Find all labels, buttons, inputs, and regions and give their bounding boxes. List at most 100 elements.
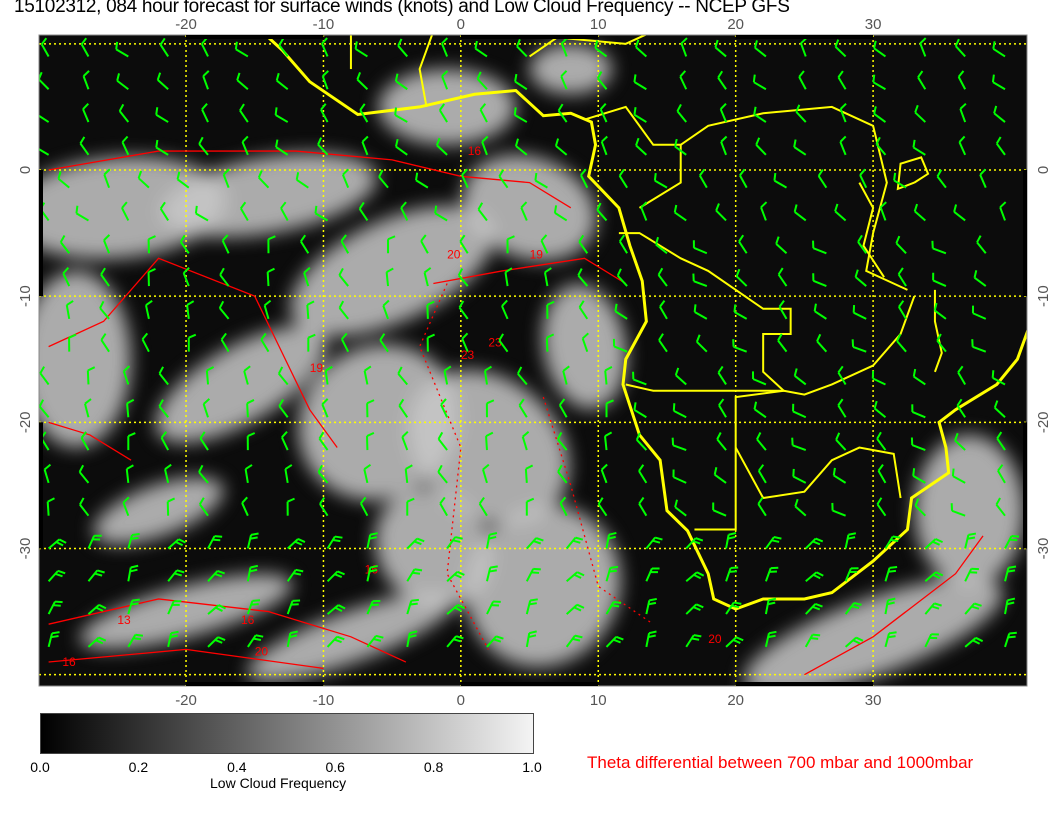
barb-flag <box>55 541 64 547</box>
barb-flag <box>529 602 537 606</box>
wind-barb <box>725 636 744 648</box>
wind-barb <box>558 398 568 418</box>
contour-label: 23 <box>461 348 475 362</box>
wind-barb <box>394 73 408 91</box>
barb-flag <box>959 102 967 110</box>
wind-barb <box>753 106 767 123</box>
barb-staff <box>57 177 70 189</box>
barb-flag <box>155 107 159 115</box>
barb-flag <box>931 605 940 610</box>
barb-staff <box>914 505 927 517</box>
wind-barb <box>876 497 887 517</box>
barb-staff <box>100 339 110 353</box>
barb-staff <box>498 175 509 189</box>
barb-flag <box>303 266 311 274</box>
barb-flag <box>294 540 303 546</box>
wind-barb <box>378 169 389 189</box>
wind-barb <box>924 571 944 583</box>
barb-flag <box>1007 597 1016 602</box>
barb-flag <box>753 401 758 410</box>
wind-barb <box>498 169 509 189</box>
barb-flag <box>488 535 497 540</box>
wind-barb <box>158 366 169 386</box>
barb-flag <box>574 634 583 639</box>
barb-flag <box>148 235 156 241</box>
barb-staff <box>219 274 230 287</box>
wind-barb <box>805 537 824 550</box>
wind-barb <box>732 339 748 353</box>
barb-staff <box>167 538 180 550</box>
barb-staff <box>521 436 528 451</box>
barb-staff <box>80 43 90 57</box>
barb-flag <box>461 332 469 340</box>
barb-flag <box>222 168 230 176</box>
barb-flag <box>28 236 35 239</box>
barb-flag <box>29 269 36 272</box>
barb-staff <box>852 345 867 353</box>
barb-flag <box>284 464 293 470</box>
barb-staff <box>340 338 350 353</box>
barb-flag <box>795 104 801 113</box>
barb-flag <box>757 464 765 472</box>
barb-flag <box>126 398 135 405</box>
wind-barb <box>485 399 495 418</box>
wind-barb <box>971 339 987 353</box>
barb-staff <box>672 444 687 452</box>
wind-barb <box>280 431 289 451</box>
barb-flag <box>888 569 897 573</box>
barb-flag <box>719 102 727 110</box>
barb-staff <box>604 370 608 385</box>
barb-flag <box>59 235 66 243</box>
barb-flag <box>420 234 427 242</box>
barb-staff <box>879 206 887 221</box>
barb-staff <box>406 537 418 550</box>
barb-flag <box>130 564 139 569</box>
barb-staff <box>565 536 577 550</box>
barb-staff <box>872 81 886 91</box>
barb-staff <box>951 509 966 517</box>
wind-barb <box>912 139 926 156</box>
barb-staff <box>441 75 449 90</box>
barb-flag <box>912 468 916 476</box>
barb-staff <box>420 240 429 254</box>
barb-flag <box>175 540 183 547</box>
barb-flag <box>893 172 897 181</box>
barb-flag <box>812 573 821 580</box>
wind-barb <box>164 463 172 484</box>
barb-staff <box>999 206 1006 221</box>
wind-barb <box>526 537 544 550</box>
barb-staff <box>994 406 1006 419</box>
wind-barb <box>382 299 390 320</box>
barb-flag <box>877 464 884 472</box>
barb-flag <box>674 138 678 147</box>
wind-barb <box>477 202 488 222</box>
barb-flag <box>731 604 740 609</box>
wind-barb <box>835 432 847 451</box>
wind-barb <box>167 630 179 648</box>
barb-staff <box>764 633 770 648</box>
barb-flag <box>530 598 538 602</box>
wind-barb <box>303 266 311 287</box>
wind-barb <box>954 38 966 58</box>
wind-barb <box>877 464 887 484</box>
barb-flag <box>847 536 856 540</box>
barb-flag <box>514 138 519 147</box>
barb-flag <box>691 637 700 641</box>
barb-flag <box>334 638 342 644</box>
barb-flag <box>290 630 298 635</box>
barb-flag <box>640 201 648 209</box>
barb-staff <box>525 600 532 615</box>
barb-flag <box>594 40 599 49</box>
wind-barb <box>159 201 170 221</box>
barb-flag <box>773 172 777 181</box>
barb-staff <box>964 568 973 582</box>
wind-barb <box>753 401 767 419</box>
barb-staff <box>804 634 814 648</box>
barb-staff <box>912 146 926 156</box>
barb-staff <box>395 80 408 91</box>
barb-flag <box>121 201 128 209</box>
longitude-label: 10 <box>590 692 607 709</box>
wind-barb <box>121 135 130 156</box>
barb-flag <box>775 236 780 245</box>
contour-label: 16 <box>62 655 76 669</box>
